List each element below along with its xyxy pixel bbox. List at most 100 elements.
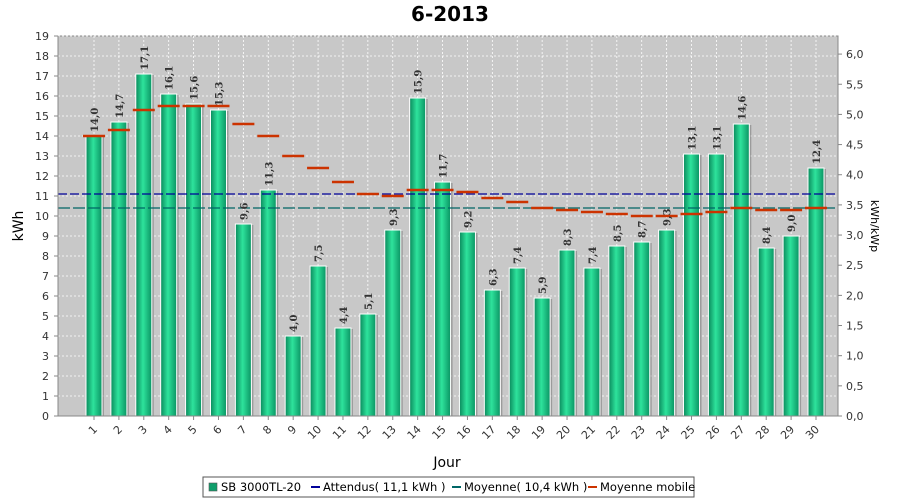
- y-tick-label: 2: [42, 370, 49, 383]
- y-tick-label: 16: [35, 90, 49, 103]
- value-label: 9,6: [239, 203, 250, 220]
- y2-tick-label: 2,5: [846, 259, 864, 272]
- legend-item-label: Moyenne( 10,4 kWh ): [464, 480, 587, 494]
- bar: [458, 231, 476, 417]
- x-tick-label: 7: [235, 423, 249, 437]
- bar: [533, 297, 551, 417]
- bar: [658, 229, 676, 417]
- x-tick-label: 2: [111, 423, 125, 437]
- y-tick-label: 12: [35, 170, 49, 183]
- value-label: 7,4: [588, 247, 599, 264]
- legend-item-label: Attendus( 11,1 kWh ): [323, 480, 446, 494]
- bar: [807, 167, 825, 417]
- value-label: 17,1: [140, 46, 151, 70]
- y2-tick-label: 6,0: [846, 48, 864, 61]
- x-tick-label: 14: [405, 423, 424, 442]
- value-label: 9,0: [787, 215, 798, 232]
- bar: [732, 123, 750, 417]
- value-label: 6,3: [488, 269, 499, 286]
- bar: [185, 103, 203, 417]
- x-tick-label: 12: [355, 423, 374, 442]
- x-tick-label: 18: [504, 423, 523, 442]
- x-tick-label: 5: [186, 423, 200, 437]
- bar: [633, 241, 651, 417]
- value-label: 13,1: [712, 126, 723, 150]
- x-tick-label: 10: [305, 423, 324, 442]
- y-tick-label: 10: [35, 210, 49, 223]
- value-label: 8,7: [638, 221, 649, 238]
- bar: [110, 121, 128, 417]
- y-tick-label: 8: [42, 250, 49, 263]
- y-tick-label: 4: [42, 330, 49, 343]
- value-label: 15,6: [190, 76, 201, 100]
- y-tick-label: 11: [35, 190, 49, 203]
- bar: [284, 335, 302, 417]
- y2-tick-label: 5,5: [846, 78, 864, 91]
- legend-swatch-bar: [208, 482, 218, 492]
- value-label: 14,0: [90, 108, 101, 132]
- x-tick-label: 6: [210, 423, 224, 437]
- y-tick-label: 19: [35, 30, 49, 43]
- value-label: 13,1: [688, 126, 699, 150]
- y2-tick-label: 1,0: [846, 350, 864, 363]
- y-tick-label: 3: [42, 350, 49, 363]
- bar: [782, 235, 800, 417]
- x-axis: 1 2 3 4 5 6 7 8 9 10 11 12 13 14 15 16 17 18 19 20 21 22 23 24 2…: [58, 415, 838, 442]
- value-label: 4,0: [289, 315, 300, 332]
- x-tick-label: 23: [629, 423, 648, 442]
- y-tick-label: 6: [42, 290, 49, 303]
- x-tick-label: 13: [380, 423, 399, 442]
- legend-box: [202, 476, 695, 498]
- x-tick-label: 24: [654, 423, 673, 442]
- bar: [558, 249, 576, 417]
- value-label: 14,6: [737, 96, 748, 120]
- x-tick-label: 16: [454, 423, 473, 442]
- value-label: 7,5: [314, 245, 325, 262]
- y2-tick-label: 3,0: [846, 229, 864, 242]
- value-label: 9,3: [389, 209, 400, 226]
- x-tick-label: 29: [778, 423, 797, 442]
- bar: [209, 109, 227, 417]
- bars: [85, 73, 826, 417]
- y2-tick-label: 0,0: [846, 410, 864, 423]
- y-tick-label: 13: [35, 150, 49, 163]
- x-tick-label: 30: [803, 423, 822, 442]
- moving-average-marks: [83, 104, 827, 218]
- bar: [234, 223, 252, 417]
- x-tick-label: 17: [479, 423, 498, 442]
- bar: [683, 153, 701, 417]
- bar: [160, 93, 178, 417]
- bar: [85, 135, 103, 417]
- value-label: 5,1: [364, 293, 375, 310]
- value-label: 11,7: [439, 154, 450, 178]
- bar: [707, 153, 725, 417]
- y-tick-label: 0: [42, 410, 49, 423]
- x-tick-label: 3: [136, 423, 150, 437]
- y-tick-label: 15: [35, 110, 49, 123]
- y-tick-label: 7: [42, 270, 49, 283]
- value-label: 8,4: [762, 227, 773, 244]
- x-tick-label: 22: [604, 423, 623, 442]
- bar: [334, 327, 352, 417]
- legend-item-label: Moyenne mobile: [600, 480, 695, 494]
- y2-tick-label: 1,5: [846, 320, 864, 333]
- bar: [135, 73, 153, 417]
- value-label: 7,4: [513, 247, 524, 264]
- value-label: 16,1: [165, 66, 176, 90]
- bar: [259, 189, 277, 417]
- x-tick-label: 28: [753, 423, 772, 442]
- y2-tick-label: 5,0: [846, 108, 864, 121]
- y-tick-label: 17: [35, 70, 49, 83]
- y2-tick-label: 2,0: [846, 289, 864, 302]
- x-tick-label: 20: [554, 423, 573, 442]
- bar: [309, 265, 327, 417]
- bar: [483, 289, 501, 417]
- bar: [608, 245, 626, 417]
- reference-lines: [58, 193, 838, 209]
- x-tick-label: 26: [703, 423, 722, 442]
- y2-tick-label: 4,0: [846, 169, 864, 182]
- y-tick-label: 14: [35, 130, 49, 143]
